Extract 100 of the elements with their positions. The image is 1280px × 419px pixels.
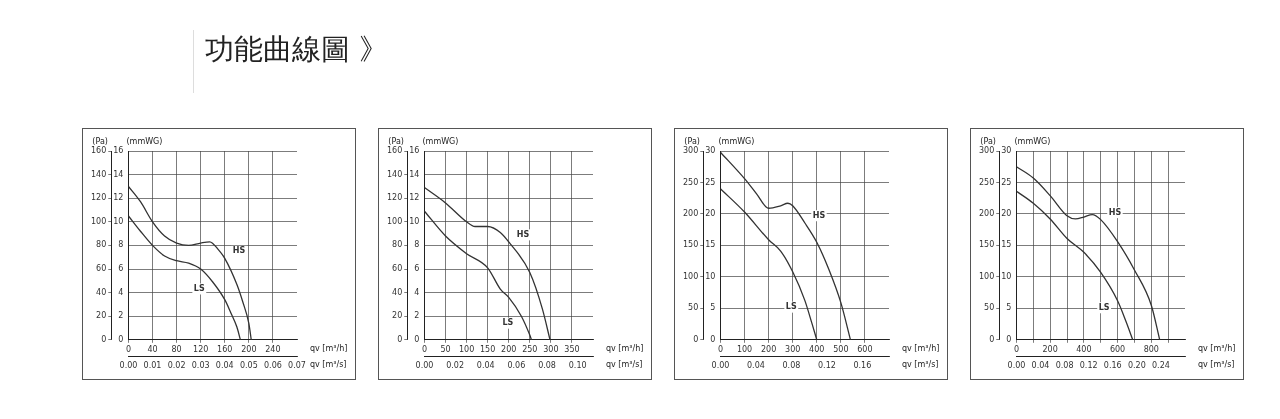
y-tick-label: 80 bbox=[96, 240, 107, 250]
x-tick-label: 0 bbox=[717, 344, 723, 354]
y2-tick-label: 15 bbox=[1001, 240, 1012, 250]
x-tick-label: 300 bbox=[543, 344, 559, 354]
x-tick-label: 600 bbox=[857, 344, 873, 354]
y-tick-label: 40 bbox=[96, 287, 107, 297]
x-tick-label: 120 bbox=[193, 344, 209, 354]
x2-tick-label: 0.04 bbox=[747, 361, 765, 371]
x2-tick-label: 0.04 bbox=[476, 361, 495, 371]
series-label: LS bbox=[502, 318, 514, 328]
x-tick-label: 0 bbox=[125, 344, 131, 354]
y2-axis-title: (mmWG) bbox=[126, 137, 163, 147]
y-tick-label: 200 bbox=[978, 209, 995, 219]
x2-tick-label: 0.00 bbox=[119, 361, 138, 371]
y-tick-label: 250 bbox=[682, 177, 699, 187]
y-tick-label: 20 bbox=[392, 311, 403, 321]
x2-tick-label: 0.16 bbox=[1103, 361, 1122, 371]
x-tick-label: 800 bbox=[1143, 344, 1159, 354]
y2-tick-label: 4 bbox=[414, 287, 420, 297]
y2-tick-label: 5 bbox=[1006, 303, 1012, 313]
x2-axis-title: qv [m³/s] bbox=[310, 360, 347, 370]
y2-tick-label: 14 bbox=[409, 169, 420, 179]
y-axis-title: (Pa) bbox=[980, 137, 996, 147]
x-axis-title: qv [m³/h] bbox=[1198, 343, 1236, 353]
y2-tick-label: 12 bbox=[409, 193, 420, 203]
y2-tick-label: 10 bbox=[409, 216, 420, 226]
y-axis-title: (Pa) bbox=[684, 137, 700, 147]
y-tick-label: 100 bbox=[682, 271, 699, 281]
y2-tick-label: 0 bbox=[1006, 334, 1012, 344]
y2-tick-label: 10 bbox=[113, 216, 124, 226]
y2-tick-label: 16 bbox=[409, 146, 420, 156]
y2-tick-label: 8 bbox=[118, 240, 124, 250]
y-tick-label: 60 bbox=[392, 264, 403, 274]
x-tick-label: 150 bbox=[480, 344, 496, 354]
y-tick-label: 50 bbox=[688, 303, 699, 313]
series-label: LS bbox=[1098, 302, 1110, 312]
x-tick-label: 200 bbox=[1042, 344, 1058, 354]
x2-tick-label: 0.00 bbox=[711, 361, 730, 371]
x2-tick-label: 0.04 bbox=[1031, 361, 1050, 371]
y-tick-label: 250 bbox=[978, 177, 995, 187]
x-tick-label: 600 bbox=[1109, 344, 1126, 354]
x2-axis-title: qv [m³/s] bbox=[902, 360, 939, 370]
x-tick-label: 200 bbox=[760, 344, 777, 354]
x2-tick-label: 0.06 bbox=[264, 361, 282, 371]
y-tick-label: 0 bbox=[101, 334, 107, 344]
x-axis-title: qv [m³/h] bbox=[606, 343, 644, 353]
y-tick-label: 200 bbox=[682, 209, 699, 219]
y-tick-label: 120 bbox=[90, 193, 107, 203]
x2-tick-label: 0.01 bbox=[143, 361, 162, 371]
y2-tick-label: 4 bbox=[118, 287, 124, 297]
x-tick-label: 200 bbox=[501, 344, 517, 354]
y-tick-label: 140 bbox=[386, 169, 403, 179]
x2-tick-label: 0.06 bbox=[507, 361, 526, 371]
x2-tick-label: 0.10 bbox=[568, 361, 587, 371]
y2-tick-label: 6 bbox=[414, 264, 420, 274]
y2-tick-label: 2 bbox=[118, 311, 124, 321]
y2-tick-label: 6 bbox=[118, 264, 124, 274]
y2-tick-label: 20 bbox=[1001, 209, 1012, 219]
x-tick-label: 0 bbox=[1013, 344, 1019, 354]
y2-tick-label: 10 bbox=[705, 271, 716, 281]
y-tick-label: 100 bbox=[978, 271, 995, 281]
y-tick-label: 160 bbox=[386, 146, 403, 156]
y2-axis-title: (mmWG) bbox=[422, 137, 459, 147]
x2-tick-label: 0.12 bbox=[1079, 361, 1098, 371]
series-label: LS bbox=[193, 284, 205, 294]
y2-tick-label: 0 bbox=[118, 334, 124, 344]
y2-tick-label: 20 bbox=[705, 209, 716, 219]
y-tick-label: 60 bbox=[96, 264, 107, 274]
y2-tick-label: 8 bbox=[414, 240, 420, 250]
x2-tick-label: 0.08 bbox=[782, 361, 801, 371]
y-tick-label: 100 bbox=[386, 216, 403, 226]
x-tick-label: 240 bbox=[265, 344, 281, 354]
series-label: HS bbox=[1108, 207, 1122, 217]
y-tick-label: 80 bbox=[392, 240, 403, 250]
x-tick-label: 160 bbox=[217, 344, 233, 354]
y-tick-label: 140 bbox=[90, 169, 107, 179]
x-tick-label: 500 bbox=[833, 344, 849, 354]
x-tick-label: 100 bbox=[458, 344, 475, 354]
y-tick-label: 40 bbox=[392, 287, 403, 297]
x2-tick-label: 0.07 bbox=[288, 361, 306, 371]
y-axis-title: (Pa) bbox=[92, 137, 108, 147]
y-tick-label: 100 bbox=[90, 216, 107, 226]
y-axis-title: (Pa) bbox=[388, 137, 404, 147]
y-tick-label: 0 bbox=[693, 334, 699, 344]
y2-axis-title: (mmWG) bbox=[1014, 137, 1051, 147]
y2-tick-label: 2 bbox=[414, 311, 420, 321]
x-axis-title: qv [m³/h] bbox=[902, 343, 940, 353]
x-tick-label: 300 bbox=[785, 344, 801, 354]
x-tick-label: 50 bbox=[440, 344, 451, 354]
y-tick-label: 150 bbox=[978, 240, 995, 250]
x-tick-label: 100 bbox=[736, 344, 753, 354]
x-tick-label: 400 bbox=[1076, 344, 1092, 354]
x2-tick-label: 0.00 bbox=[415, 361, 434, 371]
y2-tick-label: 0 bbox=[414, 334, 420, 344]
y-tick-label: 0 bbox=[989, 334, 995, 344]
y2-tick-label: 16 bbox=[113, 146, 124, 156]
y-tick-label: 300 bbox=[978, 146, 995, 156]
y2-tick-label: 25 bbox=[1001, 177, 1012, 187]
x2-axis-title: qv [m³/s] bbox=[1198, 360, 1235, 370]
x2-tick-label: 0.02 bbox=[446, 361, 464, 371]
